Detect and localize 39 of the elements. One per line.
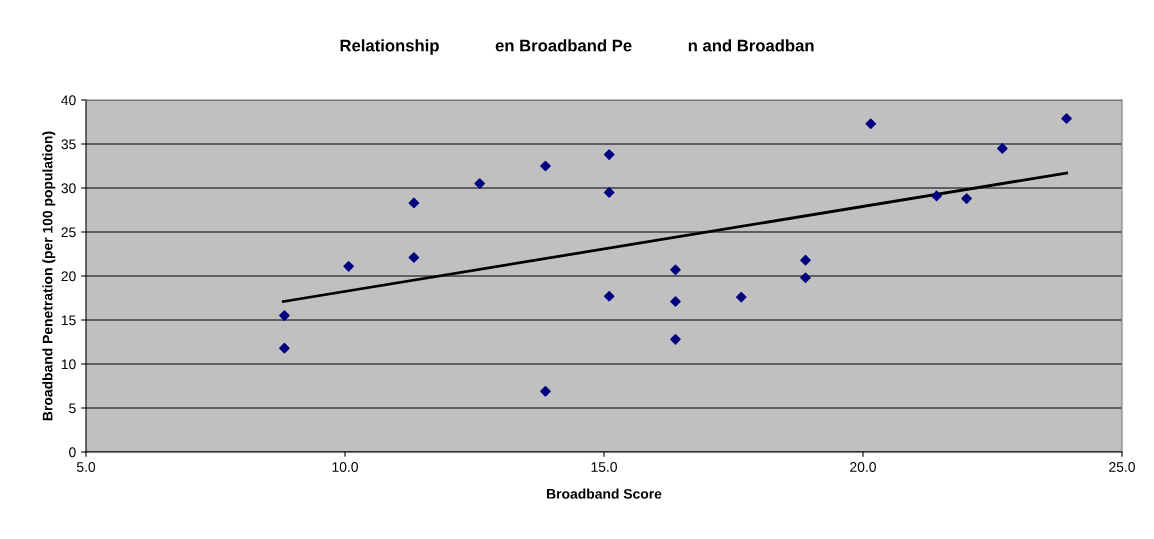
point — [603, 149, 615, 160]
point — [931, 190, 942, 202]
point — [1061, 113, 1072, 124]
y-tick-label: 5 — [69, 403, 76, 414]
point — [865, 118, 877, 130]
y-tick-label: 30 — [61, 183, 76, 194]
point — [279, 310, 290, 321]
chart-title: Relationship en Broadband Pe n and Broadban — [340, 39, 814, 55]
point — [603, 187, 615, 198]
y-tick-label: 40 — [61, 95, 76, 106]
y-tick-label: 25 — [61, 227, 76, 238]
point — [279, 342, 290, 354]
point — [800, 272, 811, 284]
point — [343, 261, 354, 272]
y-tick-label: 35 — [61, 139, 76, 150]
x-tick-label: 25.0 — [1109, 462, 1135, 472]
point — [408, 252, 420, 263]
point — [670, 296, 681, 307]
point — [997, 143, 1008, 154]
x-tick-label: 5.0 — [76, 462, 96, 472]
x-tick-label: 15.0 — [591, 462, 617, 472]
point — [800, 254, 811, 266]
point — [603, 290, 615, 302]
y-tick-label: 20 — [61, 271, 76, 282]
x-tick-label: 10.0 — [332, 462, 358, 472]
point — [670, 264, 681, 276]
y-axis-title: Broadband Penetration (per 100 population) — [42, 131, 56, 421]
point — [735, 291, 747, 303]
point — [540, 160, 551, 172]
point — [474, 178, 485, 189]
point — [540, 385, 551, 397]
x-tick-label: 20.0 — [850, 462, 876, 472]
y-tick-label: 15 — [61, 315, 76, 326]
y-tick-label: 10 — [61, 359, 76, 370]
point — [670, 334, 681, 345]
y-tick-label: 0 — [69, 447, 76, 458]
point — [408, 197, 420, 209]
x-axis-title: Broadband Score — [547, 488, 662, 499]
point — [961, 193, 972, 204]
